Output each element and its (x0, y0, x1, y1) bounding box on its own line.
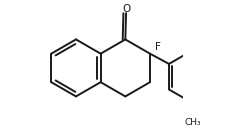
Text: O: O (122, 4, 130, 14)
Text: CH₃: CH₃ (184, 118, 201, 127)
Text: F: F (155, 42, 161, 52)
